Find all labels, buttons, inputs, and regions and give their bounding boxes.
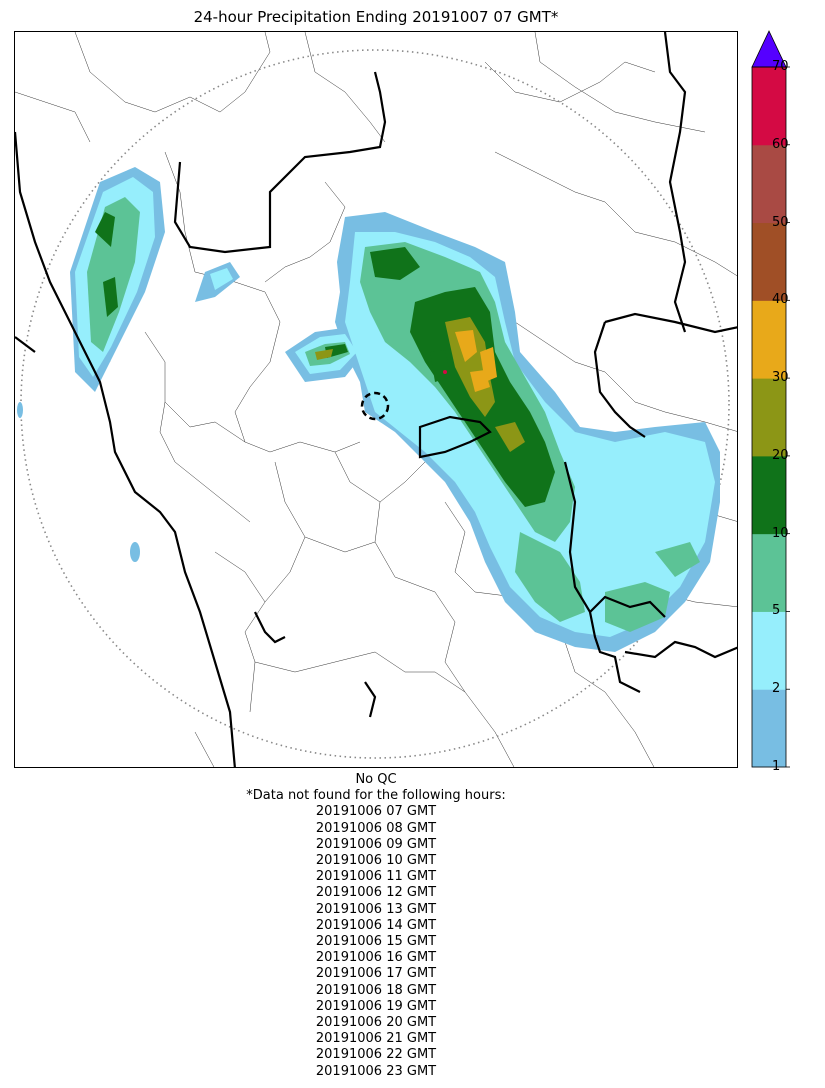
missing-hours-list: 20191006 07 GMT 20191006 08 GMT 20191006 0… [14, 804, 738, 1079]
colorbar-bin-40-50 [752, 222, 786, 301]
colorbar-tick-label: 30 [772, 370, 789, 386]
missing-hour-item: 20191006 10 GMT [315, 853, 437, 869]
precip-30-40 [455, 330, 497, 392]
missing-hour-item: 20191006 19 GMT [315, 998, 437, 1014]
colorbar-tick-label: 5 [772, 603, 781, 619]
colorbar-svg [751, 30, 790, 768]
precipitation-map [14, 31, 738, 768]
colorbar-bin-50-60 [752, 144, 786, 224]
colorbar-frame [751, 66, 787, 768]
missing-hour-item: 20191006 21 GMT [315, 1031, 437, 1047]
colorbar-tick-label: 20 [772, 447, 789, 463]
missing-hour-item: 20191006 17 GMT [315, 966, 437, 982]
radar-site-marker [360, 391, 390, 421]
missing-hour-item: 20191006 14 GMT [315, 917, 437, 933]
missing-hour-item: 20191006 18 GMT [315, 982, 437, 998]
qc-note: No QC [355, 772, 397, 787]
colorbar-bin-10-20 [752, 455, 786, 535]
missing-hour-item: 20191006 07 GMT [315, 804, 437, 820]
colorbar-bin-20-30 [752, 378, 786, 457]
colorbar-tick-label: 10 [772, 525, 789, 541]
precip-20-30 [315, 317, 525, 452]
colorbar-bin-30-40 [752, 300, 786, 379]
missing-hour-item: 20191006 20 GMT [315, 1015, 437, 1031]
colorbar-tick-label: 60 [772, 136, 789, 152]
colorbar-tick-label: 50 [772, 214, 789, 230]
missing-hour-item: 20191006 13 GMT [315, 901, 437, 917]
missing-hour-item: 20191006 15 GMT [315, 934, 437, 950]
state-boundaries [15, 32, 737, 767]
missing-hour-item: 20191006 22 GMT [315, 1047, 437, 1063]
colorbar-tick-label: 40 [772, 292, 789, 308]
missing-hour-item: 20191006 16 GMT [315, 950, 437, 966]
missing-hour-item: 20191006 08 GMT [315, 820, 437, 836]
colorbar-bin-2-5 [752, 611, 786, 690]
missing-hour-item: 20191006 09 GMT [315, 836, 437, 852]
map-title: 24-hour Precipitation Ending 20191007 07… [193, 8, 559, 26]
missing-hour-item: 20191006 23 GMT [315, 1063, 437, 1079]
missing-data-header: *Data not found for the following hours: [246, 788, 506, 804]
colorbar-tick-label: 2 [772, 681, 781, 697]
radar-range-ring [20, 49, 730, 759]
colorbar-bin-1-2 [752, 689, 786, 768]
colorbar-tick-label: 1 [772, 759, 781, 774]
colorbar-bin-5-10 [752, 533, 786, 612]
missing-hour-item: 20191006 11 GMT [315, 869, 437, 885]
missing-hour-item: 20191006 12 GMT [315, 885, 437, 901]
colorbar-tick-label: 70 [772, 59, 789, 74]
notes-block: No QC *Data not found for the following … [14, 772, 738, 1080]
colorbar-bin-60-70 [752, 67, 786, 146]
precipitation-colorbar [750, 30, 822, 775]
precip-60-70 [443, 370, 447, 374]
map-canvas [15, 32, 737, 767]
